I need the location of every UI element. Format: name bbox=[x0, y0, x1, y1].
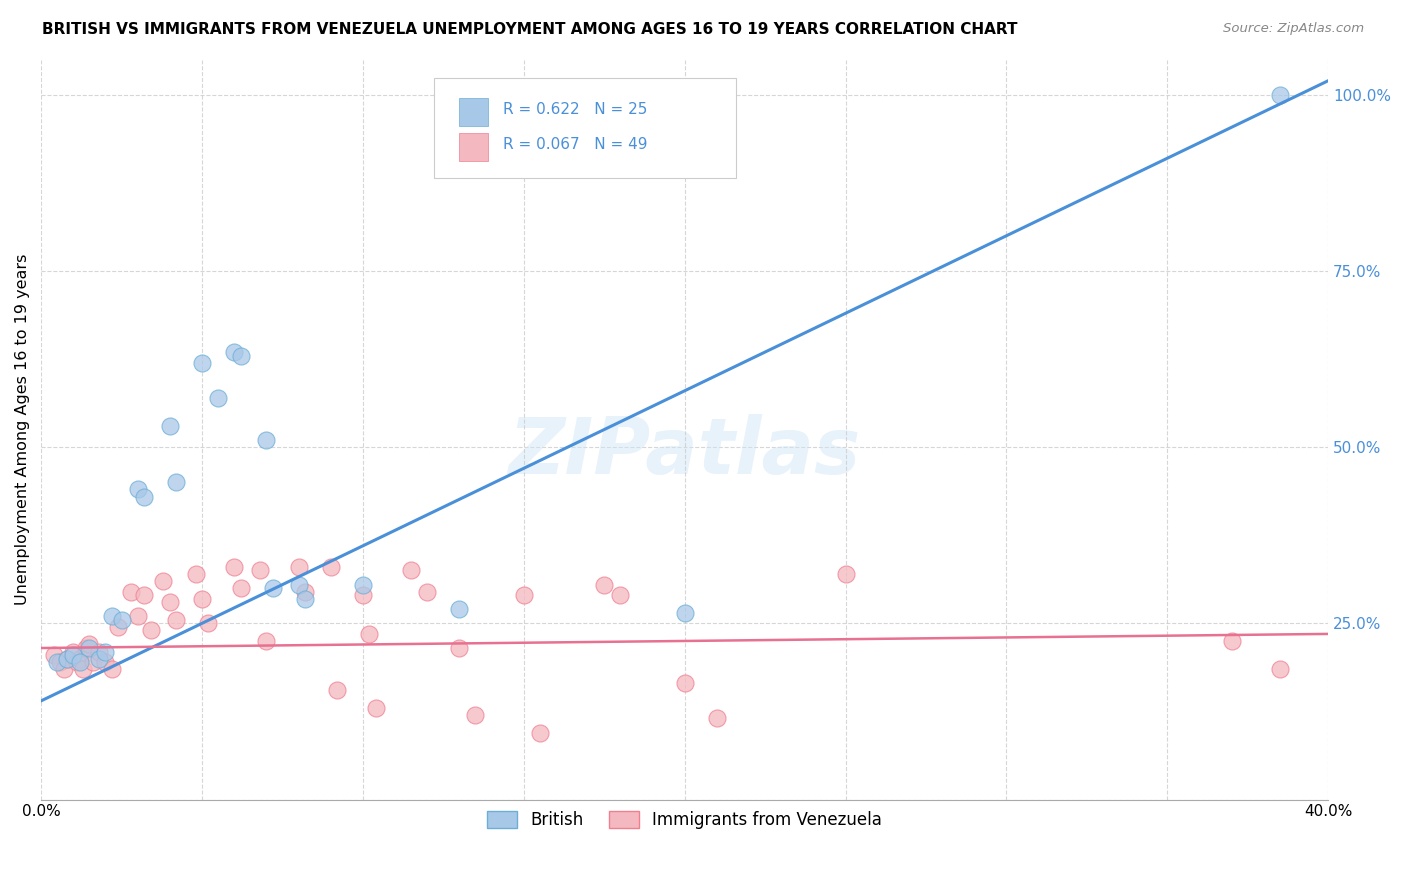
Point bbox=[152, 574, 174, 588]
Text: ZIPatlas: ZIPatlas bbox=[509, 414, 860, 490]
Point bbox=[110, 613, 132, 627]
Point bbox=[254, 433, 277, 447]
Point bbox=[49, 655, 72, 669]
FancyBboxPatch shape bbox=[433, 78, 737, 178]
Point bbox=[1220, 634, 1243, 648]
Point bbox=[56, 651, 79, 665]
Point bbox=[165, 475, 187, 490]
Point bbox=[262, 581, 284, 595]
Point bbox=[229, 581, 252, 595]
FancyBboxPatch shape bbox=[460, 98, 488, 126]
Point bbox=[132, 490, 155, 504]
Point bbox=[72, 662, 94, 676]
Point bbox=[207, 391, 229, 405]
Legend: British, Immigrants from Venezuela: British, Immigrants from Venezuela bbox=[481, 804, 889, 836]
Point bbox=[416, 584, 439, 599]
Point bbox=[673, 606, 696, 620]
Point bbox=[593, 577, 616, 591]
Point bbox=[191, 356, 214, 370]
Point bbox=[287, 577, 309, 591]
Point bbox=[229, 349, 252, 363]
Point bbox=[46, 655, 69, 669]
Y-axis label: Unemployment Among Ages 16 to 19 years: Unemployment Among Ages 16 to 19 years bbox=[15, 254, 30, 606]
Point bbox=[65, 655, 87, 669]
Point bbox=[69, 651, 91, 665]
Point bbox=[79, 640, 101, 655]
Point bbox=[449, 640, 471, 655]
Point bbox=[294, 591, 316, 606]
Point bbox=[399, 564, 422, 578]
Point bbox=[159, 419, 181, 434]
Point bbox=[127, 609, 149, 624]
Point bbox=[82, 655, 104, 669]
Point bbox=[94, 644, 117, 658]
Point bbox=[1268, 87, 1291, 102]
Point bbox=[75, 640, 97, 655]
FancyBboxPatch shape bbox=[460, 133, 488, 161]
Point bbox=[165, 613, 187, 627]
Point bbox=[101, 609, 124, 624]
Point bbox=[1268, 662, 1291, 676]
Point bbox=[513, 588, 536, 602]
Point bbox=[52, 662, 75, 676]
Point bbox=[79, 638, 101, 652]
Point bbox=[62, 648, 84, 662]
Point bbox=[249, 564, 271, 578]
Point bbox=[87, 651, 110, 665]
Text: R = 0.622   N = 25: R = 0.622 N = 25 bbox=[503, 103, 648, 118]
Point bbox=[69, 655, 91, 669]
Point bbox=[127, 483, 149, 497]
Point bbox=[191, 591, 214, 606]
Text: Source: ZipAtlas.com: Source: ZipAtlas.com bbox=[1223, 22, 1364, 36]
Point bbox=[184, 567, 207, 582]
Point bbox=[294, 584, 316, 599]
Point bbox=[352, 588, 374, 602]
Point bbox=[94, 655, 117, 669]
Point bbox=[107, 620, 129, 634]
Point bbox=[139, 624, 162, 638]
Point bbox=[352, 577, 374, 591]
Point bbox=[673, 676, 696, 690]
Point bbox=[197, 616, 219, 631]
Point bbox=[224, 560, 246, 574]
Text: BRITISH VS IMMIGRANTS FROM VENEZUELA UNEMPLOYMENT AMONG AGES 16 TO 19 YEARS CORR: BRITISH VS IMMIGRANTS FROM VENEZUELA UNE… bbox=[42, 22, 1018, 37]
Point bbox=[159, 595, 181, 609]
Point bbox=[42, 648, 65, 662]
Point bbox=[101, 662, 124, 676]
Point bbox=[87, 644, 110, 658]
Point bbox=[62, 644, 84, 658]
Point bbox=[706, 711, 728, 725]
Point bbox=[529, 725, 551, 739]
Point bbox=[120, 584, 142, 599]
Point bbox=[319, 560, 342, 574]
Point bbox=[359, 627, 381, 641]
Point bbox=[449, 602, 471, 616]
Point bbox=[254, 634, 277, 648]
Point bbox=[464, 708, 486, 723]
Point bbox=[287, 560, 309, 574]
Point bbox=[326, 683, 349, 698]
Text: R = 0.067   N = 49: R = 0.067 N = 49 bbox=[503, 137, 648, 153]
Point bbox=[609, 588, 631, 602]
Point bbox=[224, 345, 246, 359]
Point bbox=[132, 588, 155, 602]
Point bbox=[834, 567, 856, 582]
Point bbox=[56, 651, 79, 665]
Point bbox=[364, 701, 387, 715]
